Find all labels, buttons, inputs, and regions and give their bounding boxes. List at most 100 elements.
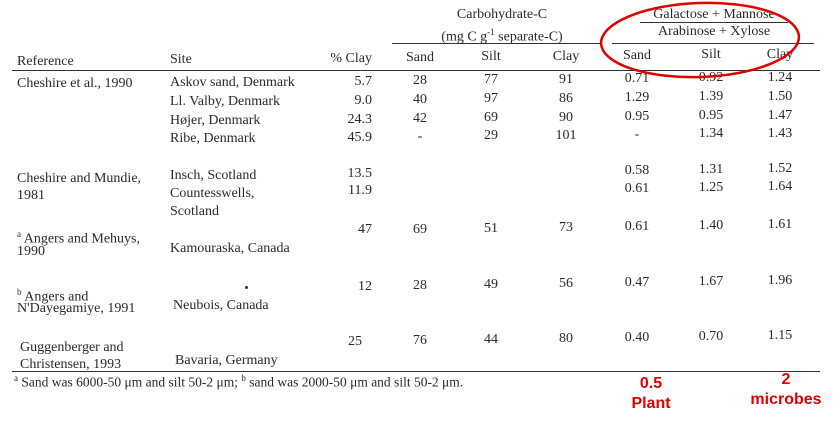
col-clay-pct: % Clay <box>330 51 372 66</box>
reference-text: Angers and Mehuys, <box>21 231 140 247</box>
header-rule <box>12 70 820 71</box>
reference-cell: a Angers and Mehuys, <box>17 226 140 248</box>
carb-unit-post: separate-C) <box>494 29 563 45</box>
ratio-clay-cell: 1.24 <box>767 70 793 85</box>
carbohydrate-unit: (mg C g-1 separate-C) <box>402 24 602 46</box>
speck <box>245 286 248 289</box>
silt-cell: 51 <box>484 221 498 236</box>
ratio-clay-cell: 1.43 <box>767 126 793 141</box>
sand-cell: - <box>417 129 423 144</box>
col-ratio-sand: Sand <box>623 48 651 63</box>
clay-pct-cell: 24.3 <box>347 112 373 127</box>
site-cell: Neubois, Canada <box>173 298 269 313</box>
col-ratio-clay: Clay <box>766 47 794 62</box>
clay-pct-cell: 11.9 <box>348 183 372 198</box>
clay-cell: 91 <box>559 72 573 87</box>
reference-cell: b Angers and <box>17 284 88 306</box>
ratio-sand-cell: 0.47 <box>624 275 650 290</box>
site-cell: Kamouraska, Canada <box>170 241 290 256</box>
reference-cell: Cheshire et al., 1990 <box>17 76 133 91</box>
ratio-clay-cell: 1.52 <box>767 161 793 176</box>
clay-cell: 101 <box>555 128 577 143</box>
clay-pct-cell: 13.5 <box>347 166 373 181</box>
clay-cell: 90 <box>559 110 573 125</box>
ratio-sand-cell: 0.61 <box>624 219 650 234</box>
sand-cell: 42 <box>413 111 427 126</box>
site-cell: Insch, Scotland <box>170 168 257 183</box>
footnote-marker: b <box>17 287 22 297</box>
reference-cell: Cheshire and Mundie, <box>17 171 142 186</box>
clay-pct-cell: 12 <box>358 279 372 294</box>
ratio-sand-cell: - <box>634 127 640 142</box>
footnote: a Sand was 6000-50 μm and silt 50-2 μm; … <box>14 373 463 391</box>
carbohydrate-underline <box>392 43 602 44</box>
clay-cell: 56 <box>559 276 573 291</box>
site-cell-line2: Scotland <box>170 204 219 219</box>
clay-pct-cell: 9.0 <box>354 93 373 108</box>
footnote-marker: a <box>17 229 21 239</box>
clay-pct-cell: 25 <box>348 334 362 349</box>
reference-text: Angers and <box>21 289 89 305</box>
clay-pct-cell: 47 <box>358 222 372 237</box>
clay-cell: 80 <box>559 331 573 346</box>
microbe-label: microbes <box>750 391 822 408</box>
ratio-clay-cell: 1.47 <box>767 108 793 123</box>
sand-cell: 40 <box>413 92 427 107</box>
reference-cell-line2: 1990 <box>17 244 45 259</box>
sand-cell: 76 <box>413 333 427 348</box>
ratio-clay-cell: 1.96 <box>767 273 793 288</box>
ratio-sand-cell: 0.95 <box>624 109 650 124</box>
carbohydrate-header: Carbohydrate-C <box>456 7 548 22</box>
ratio-sand-cell: 0.61 <box>624 181 650 196</box>
sand-cell: 28 <box>413 278 427 293</box>
site-cell: Højer, Denmark <box>170 113 261 128</box>
footnote-b-text: sand was 2000-50 μm and silt 50-2 μm. <box>245 374 464 390</box>
col-reference: Reference <box>17 54 74 69</box>
footnote-a-text: Sand was 6000-50 μm and silt 50-2 μm; <box>18 374 242 390</box>
footnote-b-mark: b <box>241 373 246 383</box>
microbe-value: 2 <box>781 371 791 388</box>
ratio-clay-cell: 1.50 <box>767 89 793 104</box>
silt-cell: 29 <box>484 128 498 143</box>
clay-cell: 73 <box>559 220 573 235</box>
site-cell: Ll. Valby, Denmark <box>170 94 281 109</box>
clay-pct-cell: 45.9 <box>347 130 373 145</box>
ratio-silt-cell: 1.67 <box>698 274 724 289</box>
ratio-sand-cell: 0.58 <box>624 163 650 178</box>
silt-cell: 44 <box>484 332 498 347</box>
reference-cell-line2: 1981 <box>17 188 45 203</box>
site-cell: Countesswells, <box>170 186 255 201</box>
ratio-silt-cell: 1.34 <box>698 126 724 141</box>
silt-cell: 97 <box>484 91 498 106</box>
ratio-underline <box>612 43 814 44</box>
ratio-silt-cell: 1.39 <box>698 89 724 104</box>
sand-cell: 28 <box>413 73 427 88</box>
microbe-annotation: 2 microbes <box>740 370 832 410</box>
plant-value: 0.5 <box>639 375 663 392</box>
ratio-clay-cell: 1.64 <box>767 179 793 194</box>
col-sand: Sand <box>406 50 434 65</box>
ratio-fraction-line <box>640 22 788 23</box>
clay-pct-cell: 5.7 <box>354 74 373 89</box>
col-site: Site <box>170 52 192 67</box>
col-silt: Silt <box>481 49 501 64</box>
ratio-sand-cell: 1.29 <box>624 90 650 105</box>
ratio-silt-cell: 0.70 <box>698 329 724 344</box>
silt-cell: 49 <box>484 277 498 292</box>
plant-label: Plant <box>631 395 671 412</box>
bottom-rule <box>12 371 820 372</box>
ratio-sand-cell: 0.71 <box>624 71 650 86</box>
ratio-denominator: Arabinose + Xylose <box>657 24 771 39</box>
carb-unit-pre: (mg C g <box>441 29 488 45</box>
ratio-silt-cell: 1.40 <box>698 218 724 233</box>
ratio-silt-cell: 0.92 <box>698 70 724 85</box>
ratio-silt-cell: 0.95 <box>698 108 724 123</box>
carb-unit-exp: -1 <box>487 27 495 37</box>
ratio-clay-cell: 1.61 <box>767 217 793 232</box>
ratio-silt-cell: 1.31 <box>698 162 724 177</box>
col-ratio-silt: Silt <box>701 47 721 62</box>
col-clay: Clay <box>552 49 580 64</box>
plant-annotation: 0.5 Plant <box>620 374 682 414</box>
clay-cell: 86 <box>559 91 573 106</box>
site-cell: Askov sand, Denmark <box>170 75 295 90</box>
